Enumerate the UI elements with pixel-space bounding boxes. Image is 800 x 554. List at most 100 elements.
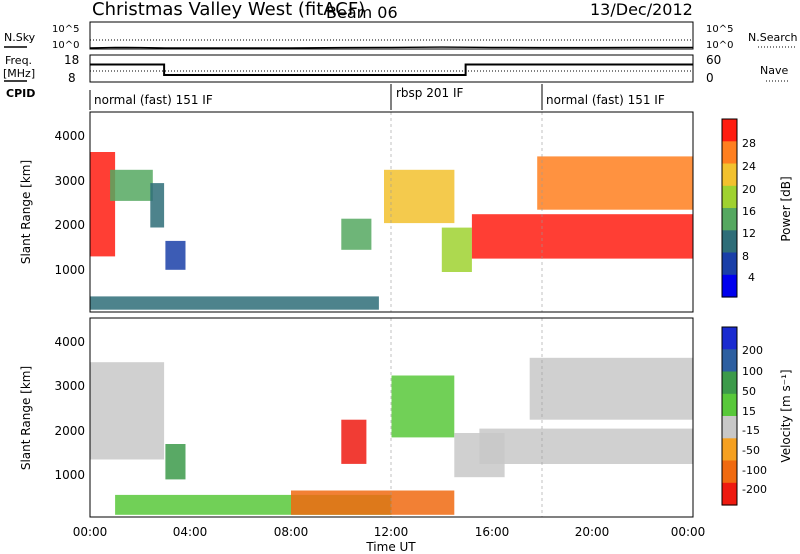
beam-label: Beam 06 [326, 3, 398, 22]
xtick-2400: 00:00 [671, 525, 706, 539]
freq-panel: Freq. [MHz] 18 8 60 0 Nave [3, 53, 790, 85]
freq-label-line1: Freq. [5, 54, 32, 67]
power-heatmap [90, 152, 693, 310]
cpid-row: CPID normal (fast) 151 IF rbsp 201 IF no… [6, 84, 665, 110]
power-region-0 [90, 152, 116, 257]
cpid-label: CPID [6, 87, 35, 100]
power-colorbar-swatch-6 [722, 252, 737, 276]
velocity-region-8 [529, 357, 693, 420]
velocity-colorbar-swatch-7 [722, 482, 737, 506]
velocity-cbar-tick-15: 15 [742, 405, 756, 418]
noise-left-label: N.Sky [4, 31, 36, 44]
power-region-3 [165, 240, 186, 270]
velocity-colorbar-swatch-6 [722, 460, 737, 484]
xtick-0000: 00:00 [73, 525, 108, 539]
nave-tick-top: 60 [706, 53, 721, 67]
velocity-colorbar-swatch-4 [722, 416, 737, 439]
velocity-ytick-4000: 4000 [54, 335, 85, 349]
power-ytick-1000: 1000 [54, 263, 85, 277]
freq-tick-bottom: 8 [68, 71, 76, 85]
power-colorbar-swatch-3 [722, 185, 737, 209]
power-region-9 [537, 156, 693, 210]
velocity-cbar-tick-neg15: -15 [742, 424, 760, 437]
velocity-ylabel: Slant Range [km] [19, 366, 33, 470]
cpid-segment-1: normal (fast) 151 IF [94, 93, 213, 107]
power-region-6 [384, 169, 455, 224]
xtick-1200: 12:00 [374, 525, 409, 539]
velocity-colorbar-swatch-3 [722, 393, 737, 417]
velocity-region-5 [391, 375, 455, 438]
cpid-segment-3: normal (fast) 151 IF [546, 93, 665, 107]
velocity-region-4 [341, 419, 367, 464]
power-region-5 [341, 218, 372, 250]
power-colorbar [722, 119, 737, 298]
velocity-region-0 [90, 362, 165, 460]
power-ylabel: Slant Range [km] [19, 160, 33, 264]
velocity-ytick-2000: 2000 [54, 424, 85, 438]
velocity-frame [89, 317, 694, 518]
velocity-cbar-tick-50: 50 [742, 385, 756, 398]
noise-panel: N.Sky 10^5 10^0 10^5 10^0 N.Search [4, 21, 798, 51]
power-cbar-tick-24: 24 [742, 160, 756, 173]
noise-right-tick-top: 10^5 [706, 24, 733, 35]
power-colorbar-swatch-0 [722, 119, 737, 142]
power-cbar-tick-8: 8 [742, 250, 749, 263]
velocity-heatmap [90, 357, 693, 515]
power-colorbar-swatch-7 [722, 274, 737, 298]
power-colorbar-swatch-1 [722, 141, 737, 165]
freq-frame [89, 54, 694, 83]
velocity-cbar-tick-200: 200 [742, 344, 763, 357]
noise-sky-line [89, 46, 693, 49]
power-region-1 [110, 169, 153, 201]
power-panel: 4000 3000 2000 1000 Slant Range [km] 28 … [19, 111, 793, 313]
power-y-axis: 4000 3000 2000 1000 [54, 129, 85, 277]
cpid-segment-2: rbsp 201 IF [396, 86, 463, 100]
power-frame [89, 111, 694, 313]
velocity-ytick-3000: 3000 [54, 379, 85, 393]
nave-tick-bottom: 0 [706, 71, 714, 85]
power-colorbar-swatch-2 [722, 163, 737, 187]
velocity-colorbar-swatch-0 [722, 327, 737, 350]
power-region-4 [90, 296, 379, 310]
x-axis: 00:00 04:00 08:00 12:00 16:00 20:00 00:0… [73, 525, 706, 554]
velocity-ytick-1000: 1000 [54, 468, 85, 482]
xtick-0800: 08:00 [274, 525, 309, 539]
noise-right-tick-bottom: 10^0 [706, 40, 733, 51]
velocity-region-7 [479, 428, 693, 464]
station-title: Christmas Valley West (fitACF) [92, 0, 365, 20]
velocity-region-1 [165, 444, 186, 480]
power-region-8 [471, 214, 693, 259]
xaxis-label: Time UT [365, 540, 416, 554]
xtick-2000: 20:00 [575, 525, 610, 539]
power-cbar-label: Power [dB] [779, 176, 793, 241]
power-ytick-3000: 3000 [54, 174, 85, 188]
power-cbar-tick-4: 4 [748, 271, 755, 284]
power-region-2 [150, 183, 165, 228]
velocity-cbar-tick-neg50: -50 [742, 444, 760, 457]
velocity-cbar-label: Velocity [m s⁻¹] [779, 369, 793, 462]
power-ytick-2000: 2000 [54, 218, 85, 232]
velocity-colorbar-frame [721, 326, 738, 506]
power-cbar-tick-12: 12 [742, 227, 756, 240]
velocity-colorbar [722, 327, 737, 506]
velocity-cbar-tick-100: 100 [742, 365, 763, 378]
velocity-colorbar-swatch-2 [722, 371, 737, 395]
noise-left-tick-top: 10^5 [52, 24, 79, 35]
nave-label: Nave [760, 64, 788, 77]
xtick-0400: 04:00 [173, 525, 208, 539]
power-colorbar-swatch-5 [722, 230, 737, 254]
freq-line [90, 63, 693, 76]
velocity-panel: 4000 3000 2000 1000 Slant Range [km] 200… [19, 317, 793, 518]
power-region-7 [441, 227, 472, 272]
power-cbar-tick-16: 16 [742, 205, 756, 218]
freq-label-line2: [MHz] [3, 67, 35, 80]
noise-frame [89, 21, 694, 50]
power-colorbar-frame [721, 118, 738, 298]
noise-right-label: N.Search [748, 31, 798, 44]
noise-left-tick-bottom: 10^0 [52, 40, 79, 51]
velocity-region-3 [291, 490, 455, 515]
power-ytick-4000: 4000 [54, 129, 85, 143]
freq-tick-top: 18 [64, 53, 79, 67]
power-cbar-tick-20: 20 [742, 183, 756, 196]
